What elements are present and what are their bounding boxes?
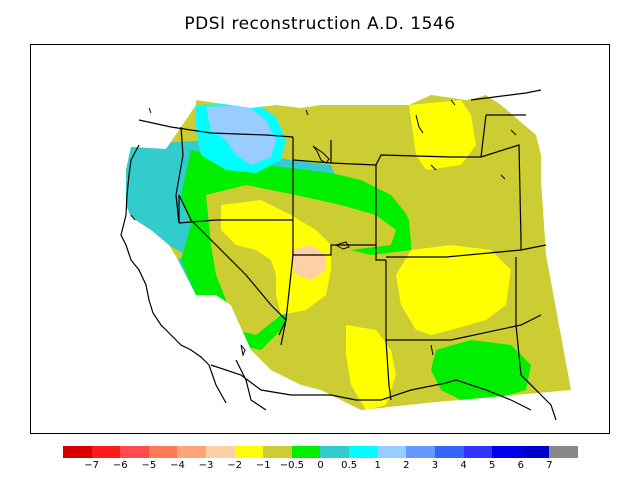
border-or-nv	[178, 160, 294, 224]
lake-misc-6	[450, 99, 456, 106]
legend-swatch	[177, 446, 207, 458]
lake-misc-3	[500, 174, 506, 180]
legend-swatch	[291, 446, 321, 458]
legend-swatch	[406, 446, 435, 458]
legend-swatch	[492, 446, 521, 458]
legend-tick-label: −2	[227, 460, 243, 471]
border-id-mt	[292, 137, 332, 164]
legend-tick-label: −0.5	[279, 460, 305, 471]
pdsi-fill	[126, 95, 571, 410]
border-nd-sd	[480, 114, 487, 158]
border-co-ks	[386, 244, 547, 258]
legend-colorbar	[63, 446, 578, 458]
border-ca-nv	[178, 194, 287, 336]
legend-swatch	[549, 446, 578, 458]
lake-misc-1	[148, 107, 152, 114]
coast-baja	[208, 364, 227, 404]
fill-dry-north	[409, 100, 476, 170]
legend-swatch	[434, 446, 464, 458]
legend-swatch	[148, 446, 178, 458]
border-az-nm	[280, 254, 294, 346]
lakes	[130, 99, 517, 357]
legend-swatch	[91, 446, 121, 458]
border-mexico-east	[455, 379, 532, 411]
lake-tahoe-area	[334, 241, 350, 250]
legend-tick-label: −6	[112, 460, 128, 471]
fill-dry-south	[346, 325, 396, 410]
legend-tick-label: −7	[84, 460, 99, 471]
map-frame	[30, 44, 610, 434]
border-oregon-idaho	[175, 126, 184, 224]
legend-swatch	[320, 446, 350, 458]
fill-very-dry	[291, 245, 326, 280]
legend-tick-label: 3	[431, 460, 439, 471]
border-north	[138, 119, 294, 138]
coast-california	[120, 214, 210, 366]
legend-tick-label: 2	[403, 460, 410, 471]
map-title: PDSI reconstruction A.D. 1546	[184, 14, 456, 34]
legend-tick-label: 6	[517, 460, 524, 471]
legend-swatch	[63, 446, 92, 458]
legend-tick-label: −4	[170, 460, 185, 471]
lake-misc-5	[430, 164, 437, 171]
legend-tick-label: 0.5	[341, 460, 358, 471]
lake-utah	[415, 114, 424, 134]
legend-tick-label: −5	[141, 460, 157, 471]
lake-misc-7	[130, 214, 136, 221]
lake-nm	[430, 344, 434, 356]
legend-tick-label: 7	[546, 460, 553, 471]
fill-dry-central	[221, 200, 331, 315]
lake-great-salt	[312, 145, 330, 164]
pdsi-map	[120, 89, 571, 421]
fill-very-wet-north	[206, 105, 276, 165]
coast-gulf-california	[235, 359, 267, 411]
legend-swatch	[234, 446, 264, 458]
border-co-nm	[385, 260, 392, 401]
legend-tick-label: −3	[198, 460, 214, 471]
fill-near-normal-southeast	[431, 340, 531, 400]
lake-misc-4	[510, 129, 517, 136]
lake-az	[240, 344, 246, 357]
legend-swatch	[377, 446, 407, 458]
legend-swatch	[463, 446, 493, 458]
legend-tick-label: 5	[488, 460, 496, 471]
legend-swatch	[349, 446, 378, 458]
legend-tick-label: 0	[317, 460, 324, 471]
legend-tick-label: −1	[255, 460, 271, 471]
fill-dry-east	[396, 245, 511, 335]
border-tx-ok	[515, 257, 557, 421]
border-north-east	[470, 89, 542, 101]
legend-swatch	[263, 446, 292, 458]
border-nm-tx	[386, 314, 542, 341]
legend-swatch	[520, 446, 550, 458]
fill-moderately-dry-northeast	[376, 105, 461, 245]
boundary-lines	[120, 89, 557, 421]
legend-ticks: −7 −6 −5 −4 −3 −2 −1 −0.5 0 0.5 1 2 3 4 5 6 7	[63, 460, 578, 476]
border-mexico	[210, 364, 457, 401]
legend-swatch	[120, 446, 149, 458]
legend-tick-label: 1	[374, 460, 381, 471]
lake-misc-2	[305, 109, 309, 116]
legend-swatch	[206, 446, 235, 458]
coast-pacific-nw	[125, 144, 140, 216]
legend-tick-label: 4	[460, 460, 467, 471]
